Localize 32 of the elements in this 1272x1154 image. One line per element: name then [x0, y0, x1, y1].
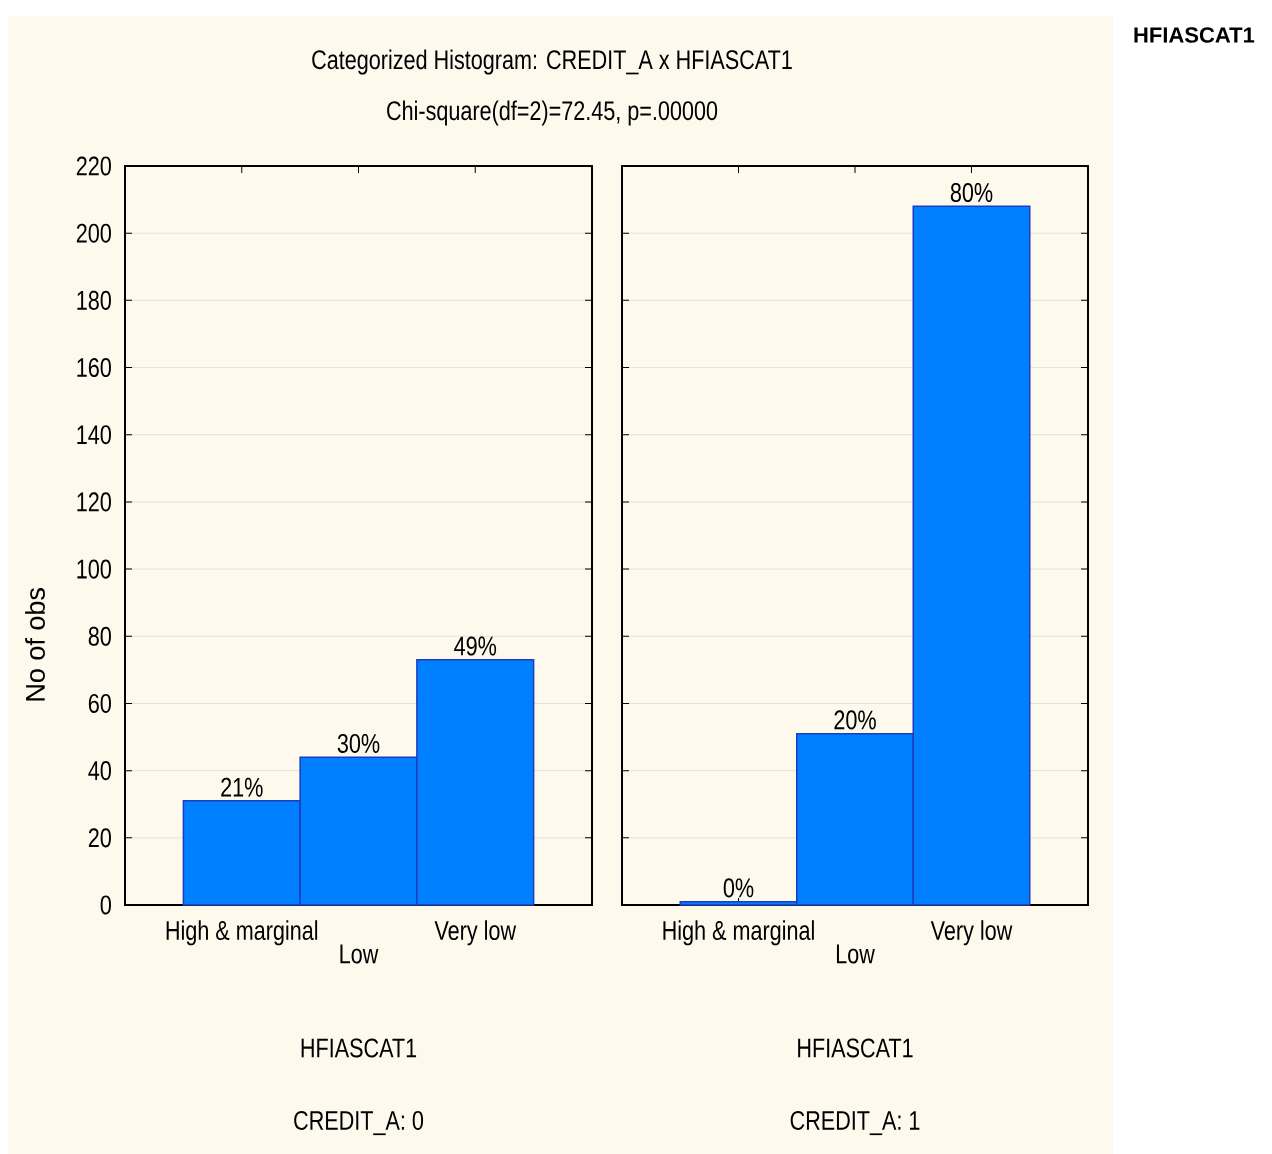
annotation: 0%	[723, 878, 754, 898]
x-axis-title: HFIASCAT1	[301, 1038, 417, 1058]
text: HFIASCAT1	[1134, 27, 1255, 43]
y-axis-title: No of obs	[25, 588, 45, 701]
x-tick-label: Very low	[434, 920, 517, 946]
y-tick-label: 220	[76, 156, 111, 176]
annotation: 30%	[337, 733, 380, 754]
annotation: 49%	[454, 636, 497, 656]
x-tick-label: Low	[836, 944, 875, 964]
y-tick-label: 80	[88, 626, 111, 646]
x-tick-label: Very low	[930, 920, 1013, 946]
y-tick-label: 0	[100, 895, 111, 915]
x-tick-label: High & marginal	[663, 920, 814, 946]
y-tick-label: 40	[88, 761, 111, 781]
y-tick-label: 120	[77, 492, 111, 512]
annotation: 20%	[834, 710, 876, 730]
y-tick-label: 200	[76, 223, 111, 243]
y-tick-label: 140	[77, 425, 111, 445]
text: CREDIT_A: 1	[790, 1110, 920, 1136]
x-tick-label: High & marginal	[166, 920, 318, 946]
y-tick-label: 60	[88, 693, 111, 714]
text: CREDIT_A: 0	[294, 1110, 424, 1136]
y-tick-label: 180	[77, 290, 111, 310]
y-tick-label: 160	[77, 357, 111, 378]
x-tick-label: Low	[340, 944, 379, 964]
annotation: 21%	[221, 777, 263, 797]
x-axis-title: HFIASCAT1	[798, 1038, 913, 1058]
chart-subtitle: Chi-square(df=2)=72.45, p=.00000	[387, 100, 718, 126]
y-tick-label: 20	[88, 828, 111, 848]
annotation: 80%	[950, 183, 993, 203]
chart-title: Categorized Histogram: CREDIT_A x HFIASCAT1	[312, 49, 792, 75]
y-tick-label: 100	[77, 559, 111, 579]
